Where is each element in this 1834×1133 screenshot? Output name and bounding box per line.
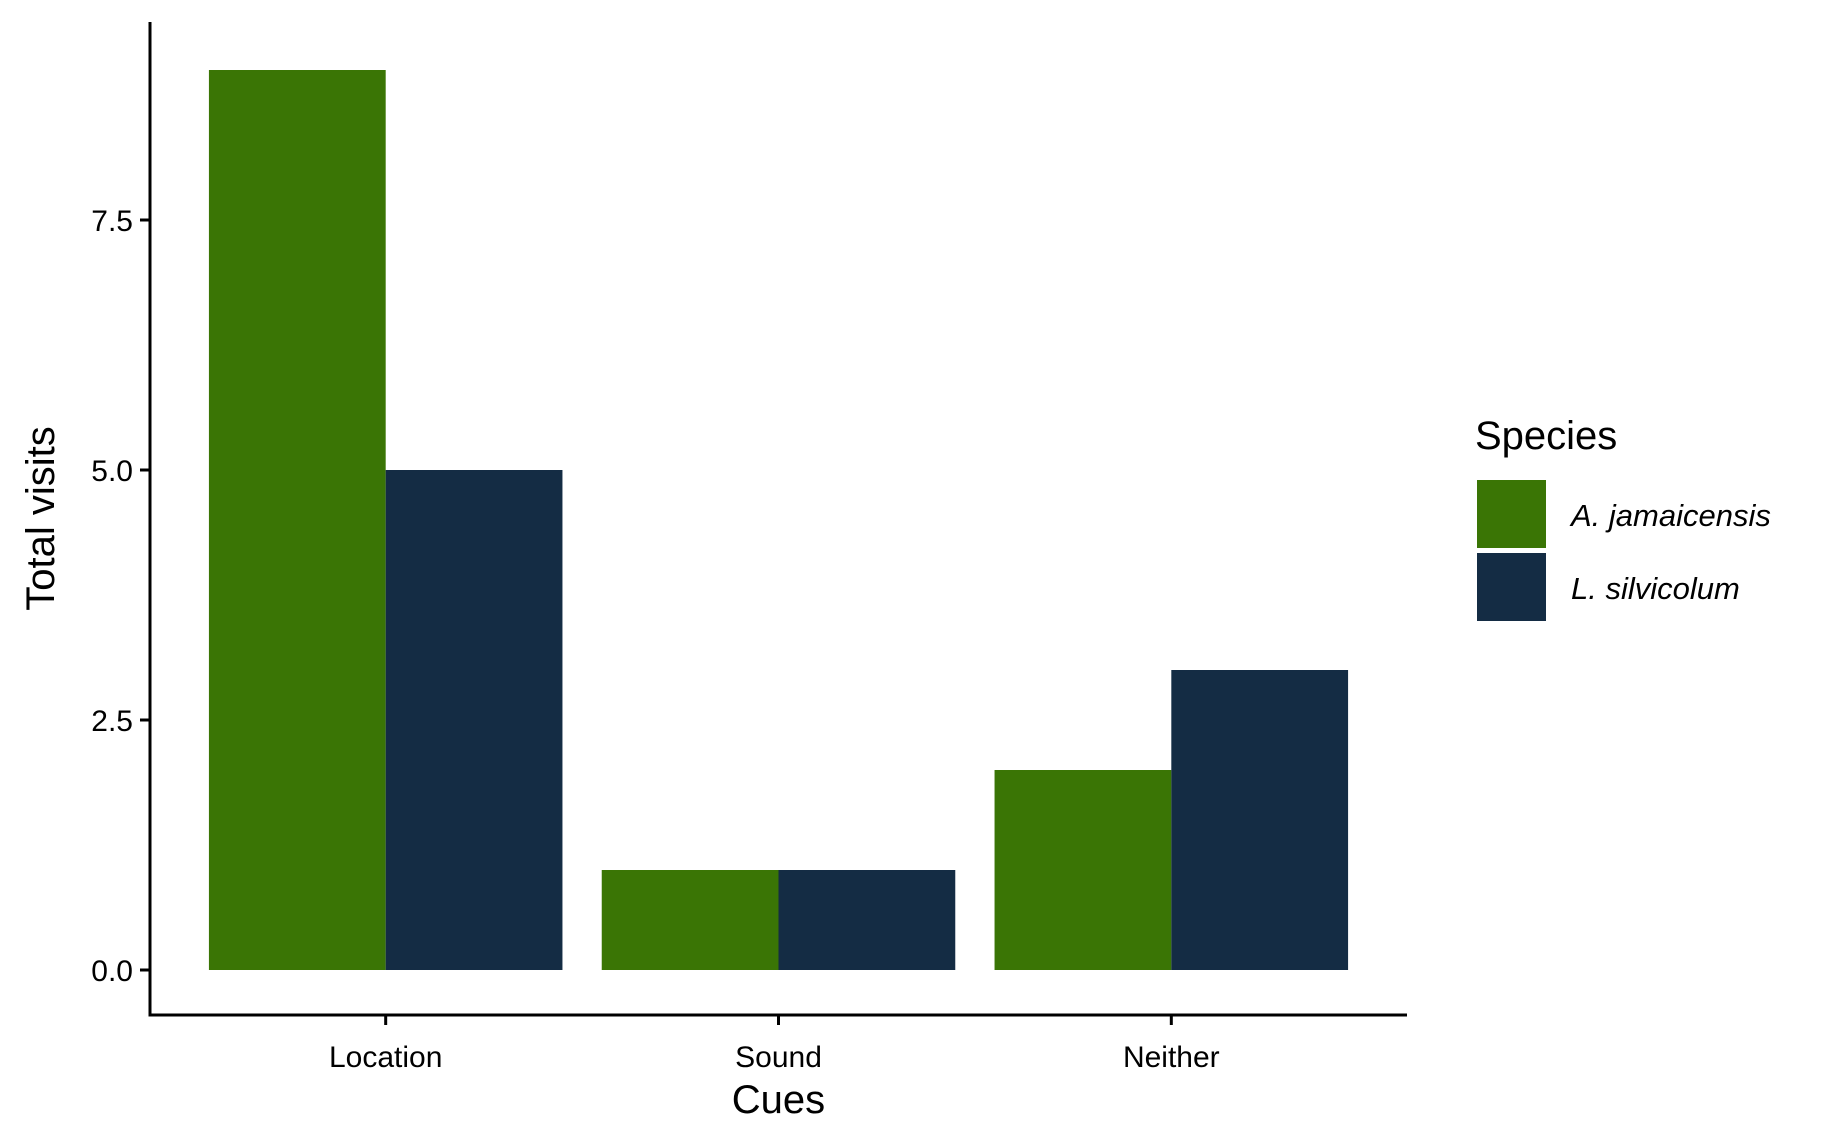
x-axis-title: Cues bbox=[732, 1078, 825, 1122]
bar-sound-1 bbox=[601, 870, 779, 970]
y-axis-title: Total visits bbox=[19, 426, 63, 611]
bars-group bbox=[208, 70, 1349, 970]
y-tick-label: 2.5 bbox=[91, 705, 133, 738]
legend-key-1 bbox=[1477, 480, 1546, 548]
y-tick-label: 5.0 bbox=[91, 455, 133, 488]
bar-neither-1 bbox=[994, 770, 1172, 970]
x-tick-label-location: Location bbox=[329, 1041, 442, 1074]
x-tick-label-neither: Neither bbox=[1123, 1041, 1220, 1074]
bar-location-2 bbox=[385, 470, 563, 970]
y-axis-ticks: 0.0 2.5 5.0 7.5 bbox=[91, 205, 150, 988]
bar-sound-2 bbox=[778, 870, 956, 970]
legend-label-1: A. jamaicensis bbox=[1569, 498, 1771, 533]
legend-key-2 bbox=[1477, 553, 1546, 621]
y-tick-label: 7.5 bbox=[91, 205, 133, 238]
y-tick-label: 0.0 bbox=[91, 955, 133, 988]
legend-title: Species bbox=[1475, 414, 1617, 458]
x-axis-ticks: Location Sound Neither bbox=[329, 1015, 1220, 1074]
bar-neither-2 bbox=[1171, 670, 1349, 970]
legend-label-2: L. silvicolum bbox=[1571, 571, 1740, 606]
legend: Species A. jamaicensis L. silvicolum bbox=[1475, 414, 1771, 621]
bar-location-1 bbox=[208, 70, 386, 970]
x-tick-label-sound: Sound bbox=[735, 1041, 822, 1074]
